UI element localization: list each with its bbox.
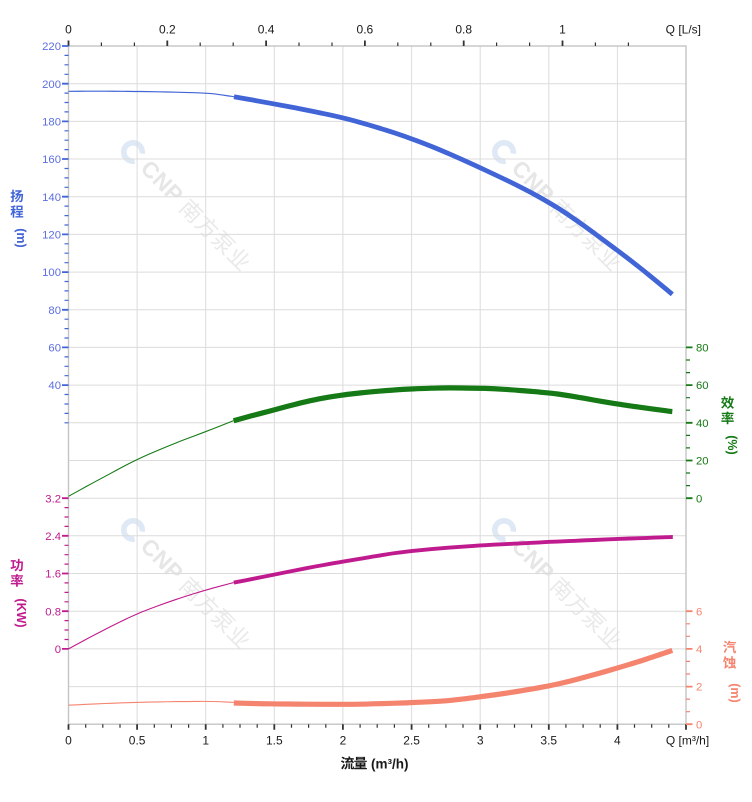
svg-text:4: 4 bbox=[614, 734, 621, 748]
svg-text:0.5: 0.5 bbox=[129, 734, 146, 748]
svg-text:120: 120 bbox=[42, 230, 61, 242]
svg-text:(m): (m) bbox=[14, 228, 28, 247]
svg-text:0.8: 0.8 bbox=[455, 22, 472, 36]
svg-text:160: 160 bbox=[42, 154, 61, 166]
svg-text:3.2: 3.2 bbox=[45, 493, 61, 505]
svg-text:0.8: 0.8 bbox=[45, 606, 61, 618]
svg-text:60: 60 bbox=[48, 343, 61, 355]
svg-text:3: 3 bbox=[477, 734, 484, 748]
svg-text:80: 80 bbox=[48, 305, 61, 317]
svg-text:3.5: 3.5 bbox=[540, 734, 557, 748]
svg-text:40: 40 bbox=[696, 418, 709, 430]
svg-text:2.5: 2.5 bbox=[403, 734, 420, 748]
svg-text:2: 2 bbox=[340, 734, 347, 748]
svg-text:1.5: 1.5 bbox=[266, 734, 283, 748]
svg-text:0: 0 bbox=[696, 719, 702, 731]
svg-text:0: 0 bbox=[55, 644, 61, 656]
svg-text:0: 0 bbox=[65, 734, 72, 748]
svg-text:0.6: 0.6 bbox=[357, 22, 374, 36]
svg-text:80: 80 bbox=[696, 343, 709, 355]
svg-text:0: 0 bbox=[696, 493, 702, 505]
svg-text:100: 100 bbox=[42, 267, 61, 279]
svg-text:(m): (m) bbox=[728, 683, 742, 702]
svg-text:140: 140 bbox=[42, 192, 61, 204]
svg-text:(KW): (KW) bbox=[14, 598, 28, 627]
svg-text:200: 200 bbox=[42, 79, 61, 91]
svg-text:2.4: 2.4 bbox=[45, 531, 61, 543]
svg-text:20: 20 bbox=[696, 456, 709, 468]
svg-text:1: 1 bbox=[559, 22, 566, 36]
svg-text:(%): (%) bbox=[725, 435, 739, 454]
svg-text:0: 0 bbox=[65, 22, 72, 36]
svg-text:(m³/h): (m³/h) bbox=[371, 757, 409, 772]
svg-text:Q [L/s]: Q [L/s] bbox=[666, 22, 701, 36]
svg-text:0.2: 0.2 bbox=[159, 22, 176, 36]
svg-text:4: 4 bbox=[696, 644, 702, 656]
svg-text:0.4: 0.4 bbox=[258, 22, 275, 36]
svg-text:40: 40 bbox=[48, 380, 61, 392]
svg-text:180: 180 bbox=[42, 116, 61, 128]
svg-text:60: 60 bbox=[696, 380, 709, 392]
svg-text:1: 1 bbox=[202, 734, 209, 748]
svg-text:220: 220 bbox=[42, 41, 61, 53]
svg-text:Q [m³/h]: Q [m³/h] bbox=[666, 734, 709, 748]
svg-text:6: 6 bbox=[696, 606, 702, 618]
svg-text:2: 2 bbox=[696, 682, 702, 694]
svg-text:1.6: 1.6 bbox=[45, 569, 61, 581]
